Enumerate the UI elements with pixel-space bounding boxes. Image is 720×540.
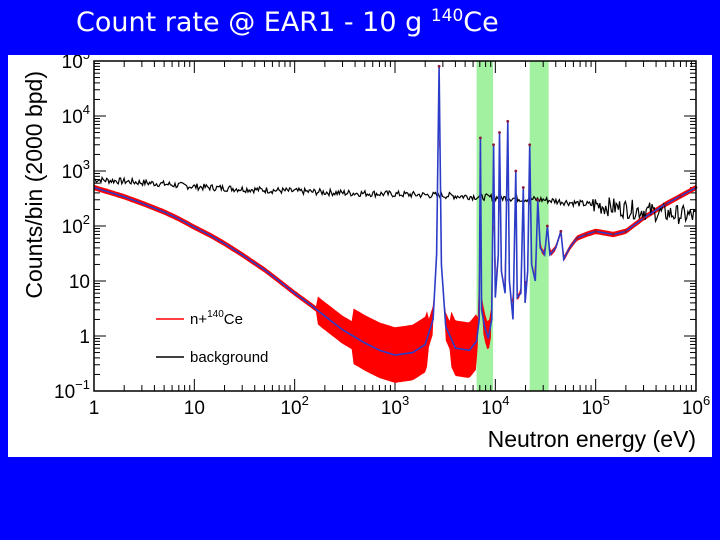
y-tick-exponent-5: 4	[83, 102, 90, 117]
x-tick-exponent-6: 6	[703, 393, 710, 408]
y-tick-exponent-3: 2	[83, 212, 90, 227]
x-axis-title: Neutron energy (eV)	[488, 426, 696, 452]
signal-point-53	[536, 198, 540, 202]
x-tick-exponent-2: 2	[302, 393, 309, 408]
legend-label-background: background	[190, 349, 268, 366]
signal-point-68	[664, 202, 668, 206]
y-tick-exponent-4: 3	[83, 157, 90, 172]
grid-ticks	[93, 61, 696, 392]
signal-error-band	[94, 126, 696, 383]
signal-point-23	[437, 64, 441, 68]
legend: n+140Ce background	[156, 309, 268, 366]
x-tick-label-3: 103	[381, 393, 409, 419]
signal-point-69	[679, 194, 682, 198]
signal-point-38	[498, 131, 501, 134]
signal-point-62	[575, 236, 579, 240]
y-tick-label-4: 103	[62, 157, 90, 183]
signal-point-35	[492, 143, 495, 147]
x-tick-exponent-4: 4	[502, 393, 509, 408]
y-tick-label-5: 104	[62, 102, 90, 128]
signal-point-47	[521, 186, 525, 189]
y-tick-exponent-0: −1	[75, 377, 90, 392]
signal-point-67	[642, 216, 645, 220]
legend-label-signal-main: n+	[190, 311, 207, 328]
x-tick-label-1: 10	[184, 398, 205, 419]
signal-point-30	[479, 136, 482, 140]
y-axis-title: Counts/bin (2000 bpd)	[21, 71, 47, 299]
signal-point-44	[514, 169, 518, 173]
background-series-line	[93, 175, 697, 225]
x-tick-label-5: 105	[581, 393, 609, 419]
series-layer	[93, 64, 698, 383]
slide-title-isotope-mass: 140	[430, 6, 464, 26]
y-tick-labels: 10−1 1 10 102 103 104 105	[54, 55, 90, 403]
legend-label-signal-mass: 140	[207, 309, 224, 320]
x-tick-label-4: 104	[481, 393, 509, 419]
slide-title: Count rate @ EAR1 - 10 g 140Ce	[76, 6, 499, 38]
signal-point-41	[506, 119, 510, 123]
x-tick-label-2: 102	[280, 393, 308, 419]
y-tick-label-0: 10−1	[54, 377, 90, 403]
signal-point-66	[624, 229, 628, 233]
signal-point-50	[528, 143, 532, 147]
signal-point-59	[559, 229, 563, 233]
y-tick-label-1: 1	[79, 327, 90, 348]
signal-point-65	[611, 233, 615, 236]
slide-title-text: Count rate @ EAR1 - 10 g	[76, 7, 431, 38]
slide-title-isotope: Ce	[463, 7, 499, 38]
y-tick-label-3: 102	[62, 212, 90, 238]
signal-series-line	[93, 66, 697, 356]
y-tick-exponent-6: 5	[83, 55, 90, 62]
x-tick-label-0: 1	[89, 398, 100, 419]
y-tick-label-6: 105	[62, 55, 90, 73]
x-tick-exponent-3: 3	[402, 393, 409, 408]
x-tick-exponent-5: 5	[603, 393, 610, 408]
signal-point-63	[584, 233, 588, 236]
plot-frame	[93, 60, 697, 392]
legend-label-signal-isotope: Ce	[224, 311, 243, 328]
signal-point-64	[594, 229, 598, 233]
signal-point-56	[545, 224, 549, 228]
x-tick-label-6: 106	[682, 393, 710, 419]
y-tick-label-2: 10	[69, 272, 90, 293]
x-tick-labels: 1 10 102 103 104 105 106	[89, 393, 710, 419]
legend-label-signal: n+140Ce	[190, 309, 243, 328]
